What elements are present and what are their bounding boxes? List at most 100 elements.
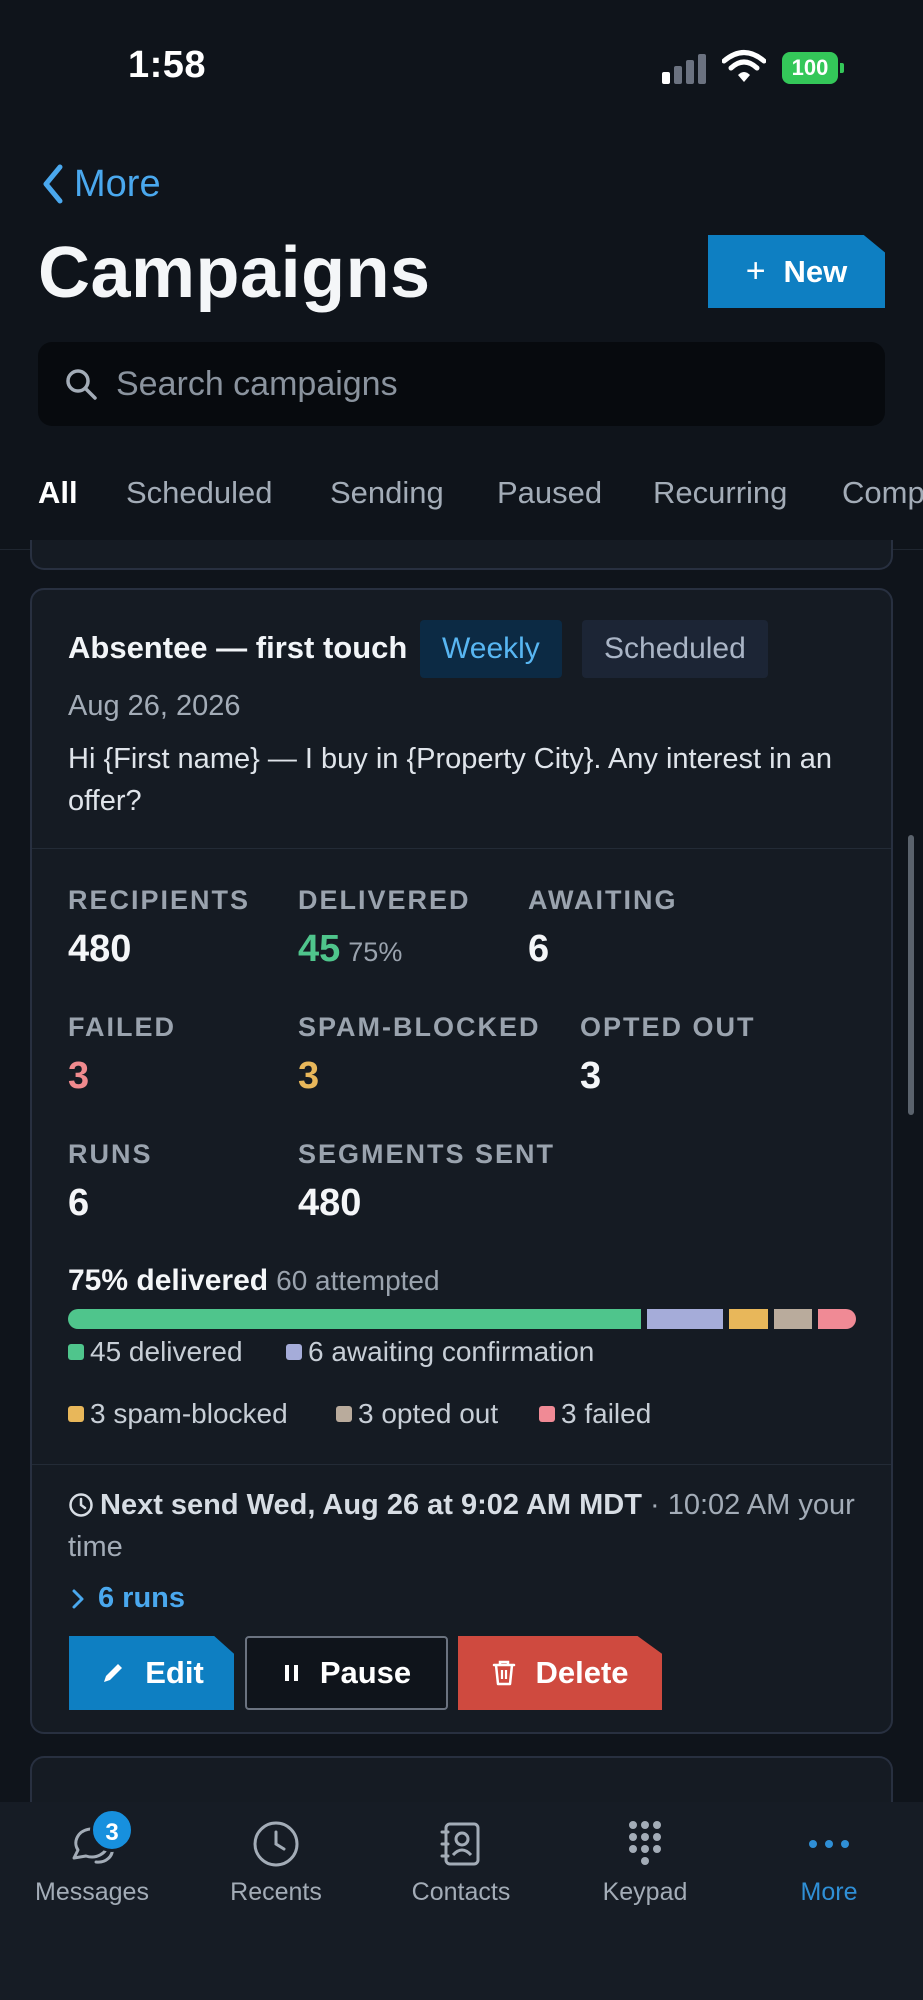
legend-swatch: [286, 1344, 302, 1360]
stat-label-awaiting: AWAITING: [528, 885, 678, 915]
page-title: Campaigns: [38, 233, 431, 313]
status-time: 1:58: [128, 44, 207, 86]
search-input[interactable]: [116, 364, 836, 404]
cellular-signal-icon: [662, 52, 710, 84]
legend-spam-blocked: 3 spam-blocked: [68, 1398, 288, 1430]
bottom-tab-bar: [0, 1802, 923, 2000]
tab-scheduled[interactable]: Scheduled: [126, 475, 273, 510]
battery-level: 100: [782, 52, 838, 84]
tabbar-more-label: More: [800, 1878, 858, 1906]
pause-label: Pause: [319, 1655, 412, 1690]
tab-all[interactable]: All: [38, 475, 78, 510]
next-send-time: Next send Wed, Aug 26 at 9:02 AM MDT: [100, 1489, 642, 1521]
scrollbar[interactable]: [908, 835, 914, 1115]
legend-swatch: [539, 1406, 555, 1422]
battery-icon: 100: [782, 52, 844, 84]
search-bar: [38, 342, 885, 426]
campaign-card: [30, 588, 893, 1734]
chevron-left-icon: [43, 164, 63, 204]
delete-label: Delete: [535, 1655, 629, 1690]
more-dots-icon: [809, 1840, 849, 1848]
stat-value-recipients: 480: [68, 928, 132, 970]
back-label: More: [74, 162, 161, 205]
stat-delivered: 45 75%: [298, 928, 402, 971]
legend-swatch: [68, 1406, 84, 1422]
progress-segment: [68, 1309, 641, 1329]
edit-label: Edit: [145, 1655, 204, 1690]
delivery-progress-bar: [68, 1309, 856, 1329]
plus-icon: +: [745, 252, 766, 290]
tabbar-contacts-label: Contacts: [411, 1878, 511, 1906]
tab-paused[interactable]: Paused: [497, 475, 603, 510]
stat-label-recipients: RECIPIENTS: [68, 885, 251, 915]
pause-icon: [284, 1665, 298, 1681]
contacts-book-icon: [440, 1822, 480, 1866]
tab-sending[interactable]: Sending: [330, 475, 444, 510]
campaign-message: Hi {First name} — I buy in {Property Cit…: [68, 743, 833, 817]
tabbar-contacts[interactable]: Contacts: [381, 1818, 541, 1907]
tabbar-keypad[interactable]: Keypad: [565, 1818, 725, 1907]
stat-delivered-percent: 75%: [348, 937, 403, 967]
campaign-date: Aug 26, 2026: [68, 690, 241, 722]
stat-value-failed: 3: [68, 1055, 90, 1097]
stat-label-segments-sent: SEGMENTS SENT: [298, 1139, 556, 1169]
stat-value-segments-sent: 480: [298, 1182, 362, 1224]
legend-swatch: [336, 1406, 352, 1422]
chevron-right-icon: [72, 1589, 84, 1608]
tabbar-recents[interactable]: Recents: [196, 1818, 356, 1907]
legend-swatch: [68, 1344, 84, 1360]
stat-value-runs: 6: [68, 1182, 90, 1224]
tabbar-more[interactable]: More: [749, 1818, 909, 1907]
tabbar-recents-label: Recents: [230, 1878, 322, 1906]
stat-label-spam-blocked: SPAM-BLOCKED: [298, 1012, 541, 1042]
campaign-name: Absentee — first touch: [68, 630, 408, 665]
edit-button[interactable]: Edit: [69, 1636, 234, 1710]
badge-weekly: Weekly: [420, 620, 562, 678]
trash-icon: [493, 1660, 516, 1686]
tabbar-messages-label: Messages: [35, 1878, 149, 1906]
stat-value-opted-out: 3: [580, 1055, 602, 1097]
legend-label: 6 awaiting confirmation: [308, 1336, 595, 1367]
tab-completed[interactable]: Comp: [842, 475, 923, 510]
stat-label-runs: RUNS: [68, 1139, 153, 1169]
runs-toggle[interactable]: 6 runs: [70, 1582, 185, 1615]
legend-label: 3 opted out: [358, 1398, 499, 1429]
search-icon: [66, 369, 97, 400]
progress-heading: 75% delivered 60 attempted: [68, 1264, 440, 1298]
divider: [32, 1464, 891, 1465]
stat-value-awaiting: 6: [528, 928, 550, 970]
stat-value-spam-blocked: 3: [298, 1055, 320, 1097]
status-badge: Scheduled: [582, 620, 768, 678]
legend-label: 45 delivered: [90, 1336, 243, 1367]
stat-value-delivered: 45: [298, 928, 341, 970]
tabbar-messages[interactable]: Messages: [12, 1818, 172, 1907]
legend-label: 3 spam-blocked: [90, 1398, 288, 1429]
next-send-info: Next send Wed, Aug 26 at 9:02 AM MDT · 1…: [68, 1484, 868, 1568]
progress-segment: [773, 1309, 812, 1329]
tab-recurring[interactable]: Recurring: [653, 475, 788, 510]
keypad-icon: [629, 1821, 661, 1865]
stat-label-delivered: DELIVERED: [298, 885, 471, 915]
next-send-local-time: · 10:02 AM your time: [68, 1489, 855, 1563]
new-campaign-button[interactable]: + New: [708, 235, 885, 308]
tabbar-keypad-label: Keypad: [602, 1878, 688, 1906]
filter-tabs: All Scheduled Sending Paused Recurring C…: [0, 440, 923, 550]
stat-label-opted-out: OPTED OUT: [580, 1012, 756, 1042]
pause-button[interactable]: Pause: [245, 1636, 448, 1710]
runs-link-label: 6 runs: [98, 1582, 186, 1614]
legend-label: 3 failed: [561, 1398, 652, 1429]
clock-icon: [253, 1821, 299, 1867]
legend-delivered: 45 delivered: [68, 1336, 243, 1368]
wifi-icon: [721, 48, 767, 84]
pencil-icon: [104, 1664, 123, 1682]
delete-button[interactable]: Delete: [458, 1636, 662, 1710]
stat-label-failed: FAILED: [68, 1012, 177, 1042]
legend-opted-out: 3 opted out: [336, 1398, 498, 1430]
progress-segment: [817, 1309, 856, 1329]
back-button[interactable]: More: [40, 160, 161, 208]
previous-campaign-card: [30, 540, 893, 570]
unread-count-badge: 3: [90, 1808, 134, 1852]
clock-icon: [69, 1493, 93, 1517]
progress-segment: [647, 1309, 724, 1329]
new-button-label: New: [783, 253, 848, 289]
